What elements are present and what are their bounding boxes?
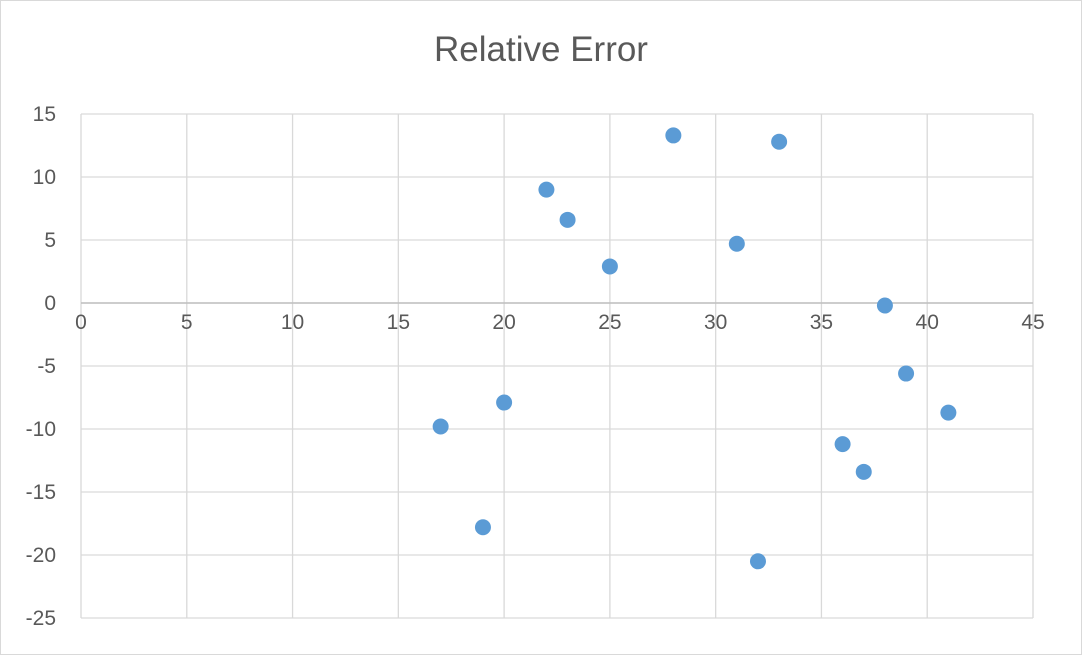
data-point [940,404,957,421]
x-tick-label: 45 [1021,311,1044,334]
data-point [834,436,851,453]
y-tick-label: 15 [33,103,56,126]
x-tick-label: 35 [810,311,833,334]
x-tick-label: 25 [598,311,621,334]
y-tick-label: 5 [44,229,56,252]
data-point [728,235,745,252]
data-point [432,418,449,435]
data-point [876,297,893,314]
data-point [559,211,576,228]
data-point [474,519,491,536]
gridlines [80,113,1034,619]
data-point [749,553,766,570]
y-tick-label: 10 [33,166,56,189]
axes: 0 5 10 15 20 25 30 35 40 45 15 10 5 0 -5 -10 -15 -20 -25 [26,103,1045,630]
x-tick-label: 5 [181,311,193,334]
x-tick-label: 0 [75,311,87,334]
data-point [898,365,915,382]
y-tick-label: -15 [26,481,56,504]
x-tick-label: 30 [704,311,727,334]
x-tick-label: 20 [492,311,515,334]
data-point [665,127,682,144]
y-tick-label: -5 [37,355,56,378]
data-point [601,258,618,275]
y-tick-label: 0 [44,292,56,315]
data-point [538,181,555,198]
data-point [855,463,872,480]
x-tick-label: 10 [281,311,304,334]
chart-title: Relative Error [434,30,648,69]
y-tick-label: -25 [26,607,56,630]
data-point [496,394,513,411]
x-tick-label: 15 [387,311,410,334]
x-tick-label: 40 [916,311,939,334]
data-points [432,127,957,570]
y-tick-label: -20 [26,544,56,567]
y-tick-label: -10 [26,418,56,441]
data-point [771,133,788,150]
